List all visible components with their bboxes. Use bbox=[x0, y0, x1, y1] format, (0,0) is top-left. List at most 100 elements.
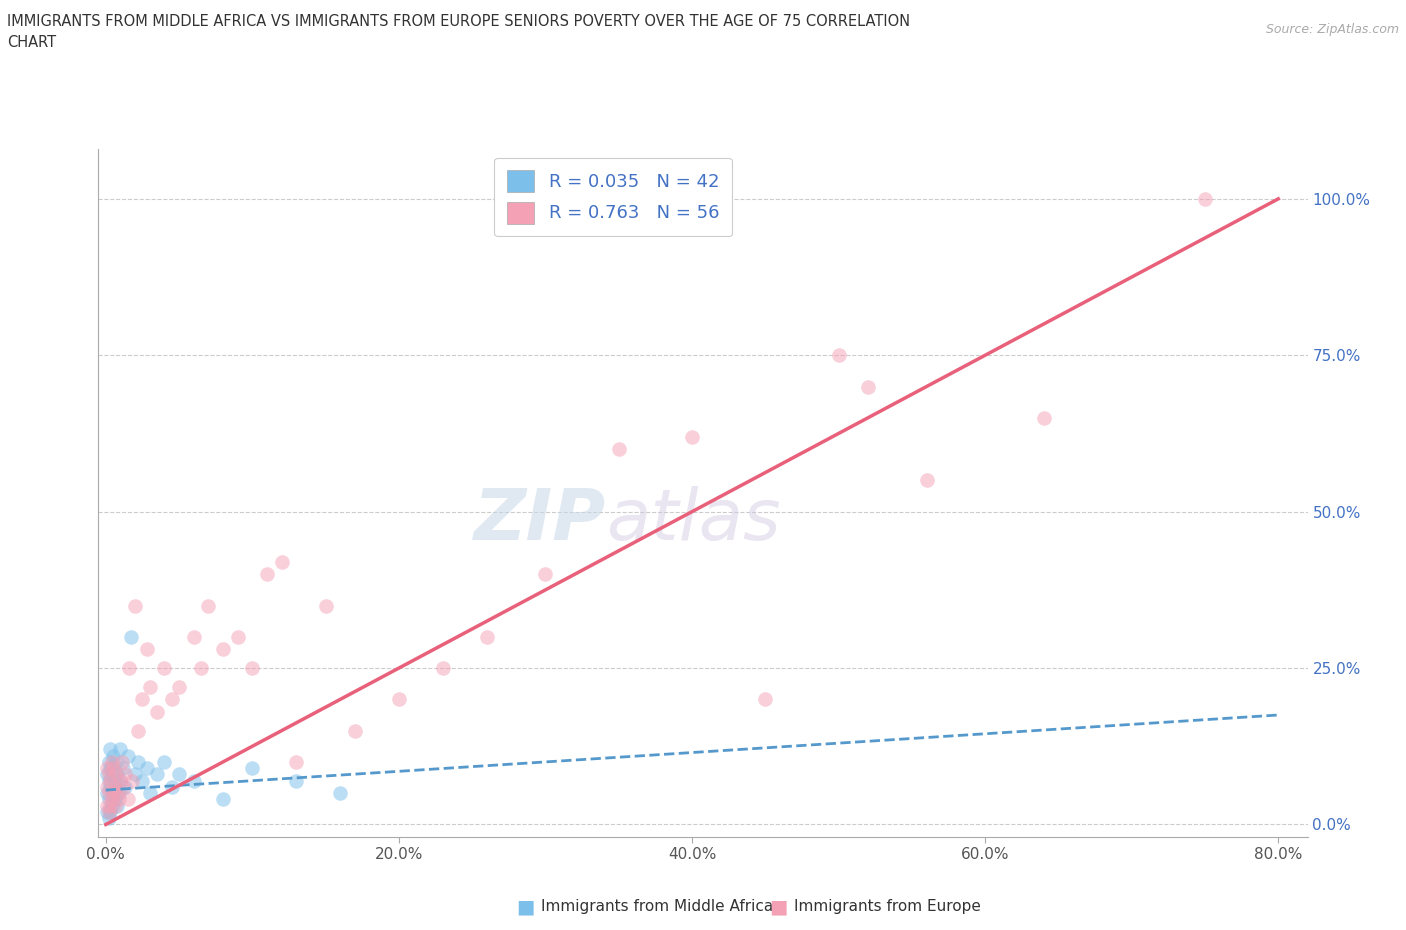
Text: ■: ■ bbox=[769, 897, 787, 916]
Point bbox=[131, 692, 153, 707]
Point bbox=[105, 767, 128, 782]
Point bbox=[96, 761, 118, 776]
Point bbox=[343, 724, 366, 738]
Point bbox=[108, 792, 131, 807]
Point bbox=[100, 798, 122, 813]
Point bbox=[98, 798, 121, 813]
Point bbox=[112, 779, 135, 794]
Point bbox=[120, 630, 142, 644]
Legend: R = 0.035   N = 42, R = 0.763   N = 56: R = 0.035 N = 42, R = 0.763 N = 56 bbox=[495, 158, 731, 236]
Text: atlas: atlas bbox=[606, 486, 780, 555]
Point bbox=[160, 779, 183, 794]
Point bbox=[183, 630, 205, 644]
Point bbox=[103, 798, 125, 813]
Point bbox=[107, 767, 129, 782]
Point bbox=[197, 598, 219, 613]
Point bbox=[98, 773, 121, 788]
Point bbox=[118, 660, 141, 675]
Text: ZIP: ZIP bbox=[474, 486, 606, 555]
Point bbox=[183, 773, 205, 788]
Point bbox=[754, 692, 776, 707]
Point bbox=[96, 786, 118, 801]
Point bbox=[124, 767, 146, 782]
Point bbox=[105, 779, 128, 794]
Point bbox=[97, 773, 120, 788]
Point bbox=[167, 767, 190, 782]
Point bbox=[98, 742, 121, 757]
Point bbox=[146, 704, 169, 719]
Text: Immigrants from Europe: Immigrants from Europe bbox=[794, 899, 981, 914]
Point bbox=[212, 642, 235, 657]
Point bbox=[105, 754, 128, 769]
Point bbox=[100, 792, 122, 807]
Point bbox=[97, 786, 120, 801]
Point bbox=[112, 761, 135, 776]
Point bbox=[108, 786, 131, 801]
Text: Immigrants from Middle Africa: Immigrants from Middle Africa bbox=[541, 899, 773, 914]
Text: ■: ■ bbox=[516, 897, 534, 916]
Point bbox=[138, 680, 160, 695]
Point bbox=[127, 724, 149, 738]
Point bbox=[101, 786, 124, 801]
Point bbox=[240, 660, 263, 675]
Point bbox=[117, 792, 139, 807]
Point bbox=[153, 754, 176, 769]
Point bbox=[110, 773, 132, 788]
Point bbox=[103, 773, 125, 788]
Point bbox=[98, 804, 121, 819]
Text: CHART: CHART bbox=[7, 35, 56, 50]
Point bbox=[212, 792, 235, 807]
Point bbox=[96, 804, 118, 819]
Point bbox=[226, 630, 249, 644]
Point bbox=[121, 773, 143, 788]
Point bbox=[96, 767, 118, 782]
Point bbox=[98, 779, 121, 794]
Point bbox=[97, 804, 120, 819]
Point bbox=[110, 773, 132, 788]
Point bbox=[96, 798, 118, 813]
Point bbox=[96, 779, 118, 794]
Point bbox=[270, 554, 292, 569]
Point bbox=[117, 749, 139, 764]
Point bbox=[138, 786, 160, 801]
Point bbox=[475, 630, 498, 644]
Point bbox=[97, 754, 120, 769]
Point bbox=[135, 642, 157, 657]
Point bbox=[101, 749, 124, 764]
Point bbox=[681, 429, 703, 444]
Point bbox=[329, 786, 352, 801]
Point bbox=[160, 692, 183, 707]
Point bbox=[107, 798, 129, 813]
Point bbox=[167, 680, 190, 695]
Point bbox=[240, 761, 263, 776]
Point bbox=[135, 761, 157, 776]
Point bbox=[153, 660, 176, 675]
Text: Source: ZipAtlas.com: Source: ZipAtlas.com bbox=[1265, 23, 1399, 36]
Point bbox=[101, 761, 124, 776]
Point bbox=[124, 598, 146, 613]
Point bbox=[107, 786, 129, 801]
Text: IMMIGRANTS FROM MIDDLE AFRICA VS IMMIGRANTS FROM EUROPE SENIORS POVERTY OVER THE: IMMIGRANTS FROM MIDDLE AFRICA VS IMMIGRA… bbox=[7, 14, 910, 29]
Point bbox=[285, 754, 308, 769]
Point bbox=[256, 566, 278, 581]
Point bbox=[97, 792, 120, 807]
Point bbox=[388, 692, 411, 707]
Point bbox=[110, 742, 132, 757]
Point bbox=[97, 811, 120, 826]
Point bbox=[190, 660, 212, 675]
Point bbox=[98, 761, 121, 776]
Point bbox=[315, 598, 337, 613]
Point bbox=[1194, 192, 1216, 206]
Point bbox=[856, 379, 879, 394]
Point bbox=[127, 754, 149, 769]
Point bbox=[285, 773, 308, 788]
Point bbox=[114, 767, 136, 782]
Point bbox=[101, 786, 124, 801]
Point bbox=[607, 442, 630, 457]
Point bbox=[103, 779, 125, 794]
Point bbox=[1032, 410, 1054, 425]
Point bbox=[146, 767, 169, 782]
Point bbox=[97, 767, 120, 782]
Point bbox=[100, 767, 122, 782]
Point bbox=[915, 473, 938, 488]
